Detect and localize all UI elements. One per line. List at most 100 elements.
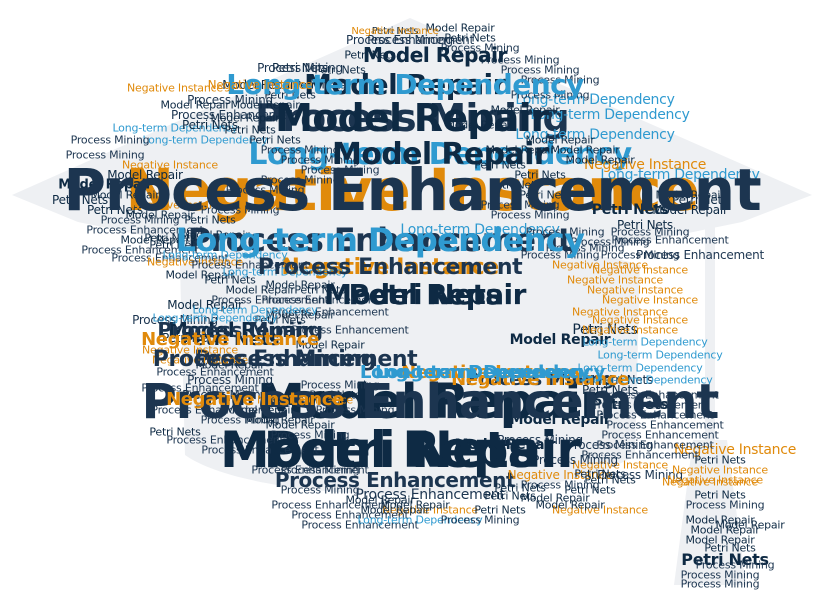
cloud-word: Process Mining [300, 378, 380, 392]
cloud-word: Negative Instance [592, 313, 688, 327]
cloud-word: Model Repair [304, 68, 506, 101]
cloud-word: Petri Nets [371, 26, 419, 37]
cloud-word: Process Mining [194, 347, 376, 372]
cloud-word: Model Repair [265, 278, 335, 292]
cloud-word: Model Repair [362, 43, 508, 67]
cloud-word: Negative Instance [672, 463, 768, 477]
cloud-word: Negative Instance [583, 157, 707, 173]
cloud-word: Negative Instance [552, 258, 648, 272]
cloud-word: Model Repair [380, 498, 450, 512]
cloud-word: Model Repair [685, 533, 755, 547]
cloud-word: Long-term Dependency [226, 68, 584, 101]
cloud-word: Model Repair [425, 21, 495, 35]
cloud-word: Petri Nets [564, 483, 616, 497]
cloud-word: Negative Instance [507, 468, 613, 482]
cloud-word: Negative Instance [152, 353, 248, 367]
cloud-word: Process Enhancement [187, 221, 573, 259]
cloud-word: Process Enhancement [191, 258, 309, 272]
cloud-word: Process Enhancement [611, 233, 729, 247]
cloud-word: Petri Nets [314, 63, 366, 77]
cloud-word: Process Enhancement [63, 156, 761, 224]
cloud-word: Petri Nets [184, 213, 236, 227]
cloud-word: Model Repair [275, 96, 549, 140]
cloud-word: Petri Nets [489, 178, 541, 192]
cloud-word: Process Enhancement [257, 255, 523, 280]
cloud-word: Petri Nets [494, 481, 546, 495]
cloud-word: Negative Instance [166, 389, 344, 410]
cloud-word: Negative Instance [451, 369, 629, 390]
cloud-word: Process Mining [570, 235, 650, 249]
cloud-word: Model Repair [550, 143, 620, 157]
cloud-word: Model Repair [167, 298, 243, 312]
cloud-word: Model Repair [331, 137, 549, 172]
cloud-word: Petri Nets [444, 31, 496, 45]
cloud-word: Process Enhancement [355, 487, 505, 503]
cloud-word: Process Mining [367, 33, 453, 47]
cloud-word: Model Repair [535, 498, 605, 512]
cloud-word: Process Mining [520, 248, 600, 262]
cloud-word: Long-term Dependency [175, 221, 585, 259]
cloud-word: Process Mining [685, 498, 765, 512]
cloud-word: Long-term Dependency [530, 107, 690, 123]
cloud-word: Model Repair [230, 98, 300, 112]
cloud-word: Model Repair [490, 103, 560, 117]
cloud-word: Petri Nets [574, 467, 626, 481]
cloud-word: Process Mining [280, 153, 360, 167]
cloud-word: Process Enhancement [591, 398, 709, 412]
cloud-word: Negative Instance [572, 305, 668, 319]
cloud-word: Process Enhancement [201, 443, 319, 457]
cloud-word: Model Repair [225, 403, 295, 417]
cloud-word: Long-term Dependency [600, 167, 760, 183]
tassel [674, 440, 746, 585]
cloud-word: Negative Instance [582, 323, 678, 337]
cloud-word: Process Enhancement [261, 293, 379, 307]
cloud-word: Process Enhancement [86, 223, 204, 237]
cloud-word: Petri Nets [514, 168, 566, 182]
cloud-word: Process Mining [480, 53, 560, 67]
cloud-word: Long-term Dependency [375, 362, 605, 383]
cloud-word: Petri Nets [249, 133, 301, 147]
cloud-word: Petri Nets [52, 193, 108, 207]
cloud-word: Process Enhancement [211, 293, 329, 307]
cloud-word: Model Repair [167, 318, 313, 342]
cloud-word: Model Repair [265, 418, 335, 432]
cloud-word: Process Mining [520, 478, 600, 492]
cloud-word: Petri Nets [681, 550, 769, 569]
cloud-word: Petri Nets [591, 202, 669, 218]
cloud-word: Negative Instance [125, 156, 699, 224]
cloud-word: Model Repair [655, 188, 725, 202]
cloud-word: Model Repair [509, 412, 611, 428]
cloud-word: Model Repair [565, 153, 635, 167]
cloud-word: Negative Instance [602, 293, 698, 307]
cloud-word: Model Repair [445, 118, 515, 132]
cloud-word: Petri Nets [591, 397, 669, 413]
cloud-word: Model Repair [195, 358, 265, 372]
cloud-word: Process Mining [490, 208, 570, 222]
cloud-word: Model Repair [120, 233, 190, 247]
cloud-word: Model Repair [525, 133, 595, 147]
cloud-word: Process Enhancement [141, 381, 259, 395]
cloud-word: Process Enhancement [601, 428, 719, 442]
cloud-word: Process Mining [315, 403, 395, 417]
cloud-word: Negative Instance [662, 475, 758, 489]
cloud-word: Long-term Dependency [222, 265, 348, 279]
cloud-word: Process Mining [532, 453, 618, 467]
cloud-word: Negative Instance [552, 503, 648, 517]
cloud-word: Long-term Dependency [597, 348, 723, 362]
cloud-word: Petri Nets [205, 389, 305, 410]
cloud-word: Negative Instance [587, 283, 683, 297]
cloud-word: Process Mining [680, 577, 760, 591]
cloud-word: Long-term Dependency [112, 121, 238, 135]
cloud-word: Model Repair [225, 283, 295, 297]
cloud-word: Petri Nets [162, 331, 218, 345]
cloud-word: Model Repair [520, 491, 590, 505]
cloud-word: Model Repair [245, 413, 315, 427]
cloud-word: Petri Nets [204, 273, 256, 287]
cloud-word: Process Mining [520, 73, 600, 87]
cloud-word: Petri Nets [572, 322, 638, 338]
cloud-word: Process Mining [680, 568, 760, 582]
cloud-word: Process Mining [200, 413, 280, 427]
cloud-word: Process Mining [255, 96, 570, 140]
cloud-word: Petri Nets [149, 238, 201, 252]
